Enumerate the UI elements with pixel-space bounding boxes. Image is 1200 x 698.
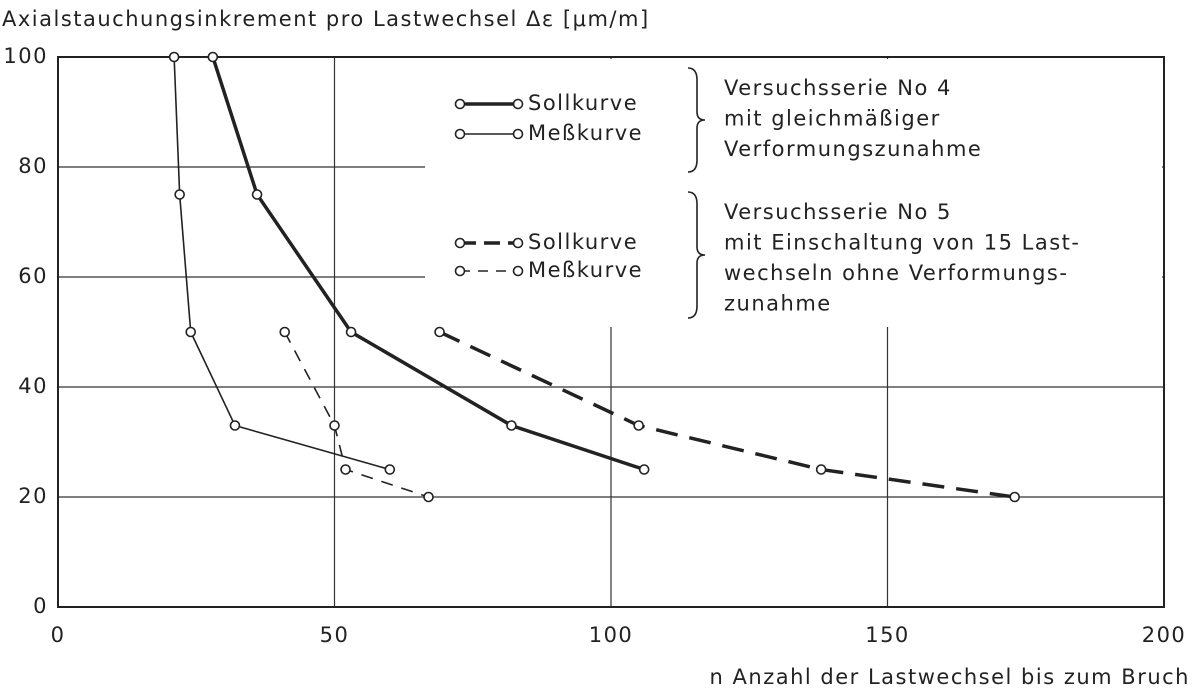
marker: [185, 326, 197, 338]
line: [173, 56, 391, 471]
marker: [251, 189, 263, 200]
marker: [168, 51, 180, 63]
brace: [687, 191, 706, 319]
marker: [1009, 491, 1020, 503]
y-tick-label: 100: [3, 44, 48, 68]
y-tick-label: 40: [18, 374, 48, 398]
legend-marker: [512, 265, 524, 277]
annotation: wechseln ohne Verformungs-: [724, 261, 1068, 285]
marker: [633, 420, 644, 431]
marker: [506, 420, 517, 431]
legend-label: Meßkurve: [528, 121, 643, 145]
y-tick-label: 80: [18, 154, 48, 178]
legend-label: Meßkurve: [528, 258, 643, 282]
legend-marker: [454, 265, 466, 277]
marker: [174, 189, 185, 200]
line: [438, 330, 1015, 499]
legend-marker: [512, 128, 524, 140]
legend-background: [425, 59, 1162, 327]
annotation: Versuchsserie No 5: [724, 200, 952, 224]
marker: [279, 326, 291, 338]
marker: [434, 326, 445, 338]
marker: [384, 464, 396, 475]
line: [284, 331, 429, 498]
annotation: Versuchsserie No 4: [724, 76, 952, 100]
plot-frame: [57, 56, 1165, 608]
legend-label: Sollkurve: [528, 91, 638, 115]
chart-title: Axialstauchungsinkrement pro Lastwechsel…: [2, 7, 650, 31]
legend-marker: [454, 98, 466, 110]
legend-marker: [512, 98, 524, 110]
legend-label: Sollkurve: [528, 230, 638, 254]
marker: [423, 491, 434, 503]
marker: [638, 464, 650, 475]
brace: [687, 67, 706, 173]
y-tick-label: 60: [18, 264, 48, 288]
annotation: mit gleichmäßiger: [724, 107, 941, 131]
marker: [207, 51, 219, 63]
x-tick-label: 150: [865, 623, 910, 647]
marker: [815, 464, 827, 475]
x-tick-label: 0: [51, 623, 66, 647]
legend-marker: [454, 128, 466, 140]
annotation: mit Einschaltung von 15 Last-: [724, 231, 1080, 255]
y-tick-label: 0: [33, 594, 48, 618]
annotation: Verformungszunahme: [724, 137, 982, 161]
marker: [229, 420, 241, 431]
marker: [329, 420, 340, 431]
x-tick-label: 200: [1142, 623, 1187, 647]
legend-marker: [454, 237, 466, 249]
annotation: zunahme: [724, 292, 832, 316]
marker: [345, 326, 357, 338]
x-axis-title: n Anzahl der Lastwechsel bis zum Bruch: [710, 665, 1190, 689]
marker: [340, 464, 351, 475]
x-tick-label: 50: [320, 623, 350, 647]
legend-marker: [512, 237, 524, 249]
x-tick-label: 100: [589, 623, 634, 647]
y-tick-label: 20: [18, 484, 48, 508]
